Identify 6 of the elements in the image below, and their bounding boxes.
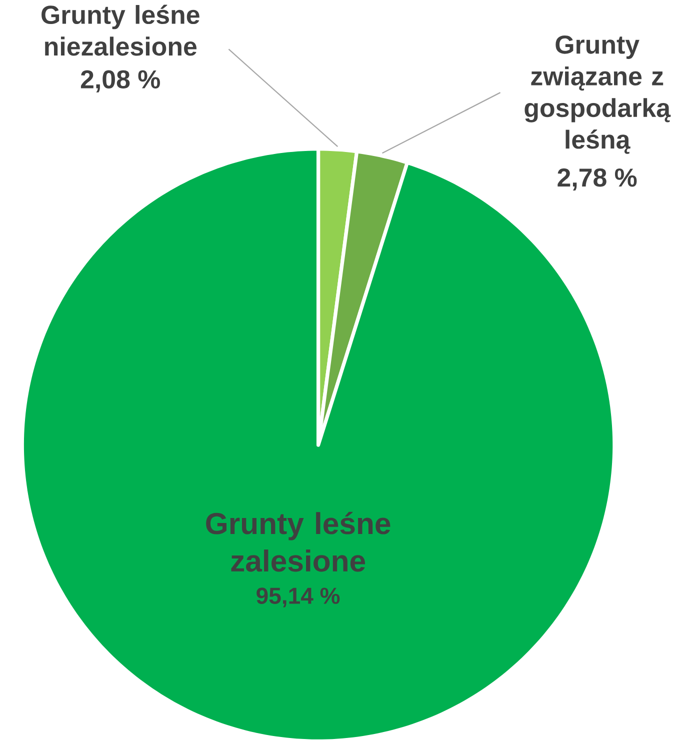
data-label: 2,08 % (80, 70, 160, 92)
slice-label: Grunty leśne zalesione (206, 512, 390, 572)
data-label: 95,14 % (256, 588, 340, 608)
slice-label: Grunty leśne niezalesione (41, 4, 200, 56)
slice-label: Grunty związane z gospodarką leśną (524, 35, 670, 154)
data-label: 2,78 % (557, 168, 637, 191)
